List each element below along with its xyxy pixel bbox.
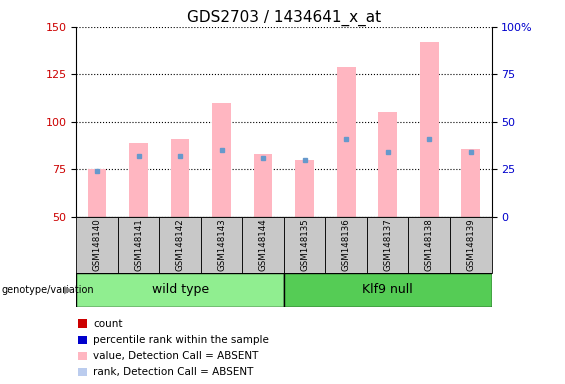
FancyBboxPatch shape [159,217,201,273]
Bar [77,368,88,376]
Bar [77,336,88,344]
Text: Klf9 null: Klf9 null [362,283,413,296]
Bar [171,139,189,217]
FancyBboxPatch shape [284,273,492,307]
Bar [462,149,480,217]
Bar [77,352,88,360]
Text: ▶: ▶ [64,285,72,295]
Text: GSM148136: GSM148136 [342,218,351,271]
FancyBboxPatch shape [76,273,284,307]
Text: rank, Detection Call = ABSENT: rank, Detection Call = ABSENT [93,367,254,377]
FancyBboxPatch shape [201,217,242,273]
FancyBboxPatch shape [76,217,118,273]
Bar [77,319,88,328]
Text: count: count [93,319,123,329]
Text: wild type: wild type [151,283,208,296]
FancyBboxPatch shape [408,217,450,273]
Bar [254,154,272,217]
FancyBboxPatch shape [242,217,284,273]
Bar [129,143,148,217]
Bar [212,103,231,217]
Text: GSM148138: GSM148138 [425,218,434,271]
FancyBboxPatch shape [325,217,367,273]
Text: GSM148144: GSM148144 [259,218,268,271]
Bar [337,67,355,217]
Bar [420,42,438,217]
Text: GSM148139: GSM148139 [466,218,475,271]
Text: percentile rank within the sample: percentile rank within the sample [93,335,269,345]
Text: genotype/variation: genotype/variation [1,285,94,295]
Bar [295,160,314,217]
Text: GSM148137: GSM148137 [383,218,392,271]
Bar [379,113,397,217]
Text: GSM148141: GSM148141 [134,218,143,271]
FancyBboxPatch shape [450,217,492,273]
FancyBboxPatch shape [284,217,325,273]
Text: value, Detection Call = ABSENT: value, Detection Call = ABSENT [93,351,259,361]
FancyBboxPatch shape [118,217,159,273]
Title: GDS2703 / 1434641_x_at: GDS2703 / 1434641_x_at [187,9,381,25]
FancyBboxPatch shape [367,217,408,273]
Text: GSM148143: GSM148143 [217,218,226,271]
Bar [88,169,106,217]
Text: GSM148135: GSM148135 [300,218,309,271]
Text: GSM148140: GSM148140 [93,218,102,271]
Text: GSM148142: GSM148142 [176,218,185,271]
